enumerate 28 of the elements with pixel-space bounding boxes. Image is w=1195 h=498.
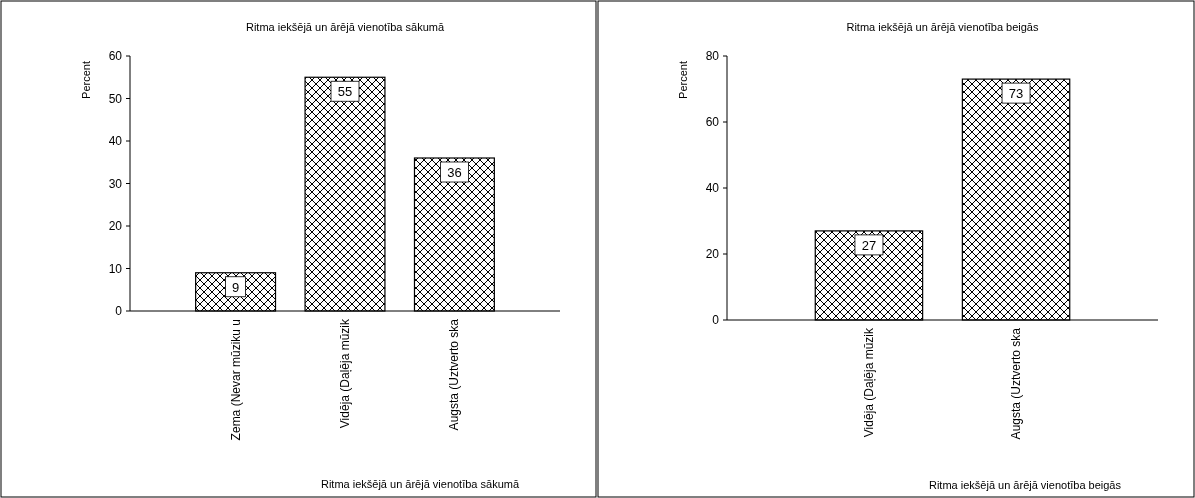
y-tick-label: 20	[108, 219, 123, 233]
x-tick-label: Zema (Nevar mūziku u	[228, 319, 243, 441]
y-tick-label: 30	[108, 176, 123, 191]
x-axis-title: Ritma iekšējā un ārējā vienotība beigās	[928, 479, 1122, 491]
data-label: 9	[231, 279, 240, 295]
chart-title: Ritma iekšējā un ārējā vienotība beigās	[846, 21, 1039, 33]
data-label: 36	[447, 165, 462, 180]
data-label: 73	[1008, 86, 1024, 102]
x-tick-label: Augsta (Uztverto ska	[1009, 327, 1024, 440]
y-tick-label: 10	[108, 261, 123, 276]
y-axis-title: Percent	[80, 61, 92, 99]
y-tick-label: 60	[705, 115, 720, 129]
x-tick-label: Vidēja (Daļēja mūzik	[338, 318, 352, 429]
y-tick-label: 60	[108, 49, 123, 63]
y-axis-title: Percent	[677, 61, 689, 99]
x-tick-label: Augsta (Uztverto ska	[447, 318, 462, 431]
data-label: 27	[861, 237, 877, 253]
y-tick-label: 80	[705, 49, 720, 63]
y-tick-label: 40	[108, 134, 123, 148]
y-tick-label: 0	[712, 313, 720, 327]
y-tick-label: 20	[705, 247, 720, 261]
y-tick-label: 50	[108, 91, 123, 106]
x-axis-title: Ritma iekšējā un ārējā vienotība sākumā	[320, 478, 520, 490]
y-tick-label: 40	[705, 181, 720, 195]
data-label: 55	[337, 84, 353, 100]
chart-title: Ritma iekšējā un ārējā vienotība sākumā	[245, 21, 445, 33]
x-tick-label: Vidēja (Daļēja mūzik	[861, 327, 876, 438]
y-tick-label: 0	[115, 304, 123, 318]
